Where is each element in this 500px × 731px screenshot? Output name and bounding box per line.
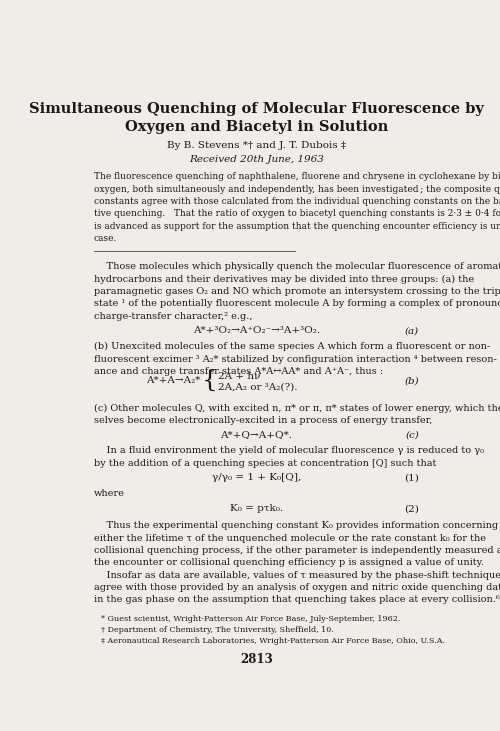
- Text: γ/γ₀ = 1 + K₀[Q],: γ/γ₀ = 1 + K₀[Q],: [212, 473, 301, 482]
- Text: (a): (a): [405, 326, 419, 336]
- Text: 2813: 2813: [240, 653, 272, 666]
- Text: in the gas phase on the assumption that quenching takes place at every collision: in the gas phase on the assumption that …: [94, 596, 500, 605]
- Text: fluorescent excimer ³ A₂* stabilized by configuration interaction ⁴ between reso: fluorescent excimer ³ A₂* stabilized by …: [94, 355, 496, 363]
- Text: (2): (2): [404, 504, 419, 513]
- Text: A*+A→A₂*: A*+A→A₂*: [146, 376, 200, 385]
- Text: The fluorescence quenching of naphthalene, fluorene and chrysene in cyclohexane : The fluorescence quenching of naphthalen…: [94, 173, 500, 181]
- Text: collisional quenching process, if the other parameter is independently measured : collisional quenching process, if the ot…: [94, 546, 500, 555]
- Text: hydrocarbons and their derivatives may be divided into three groups: (a) the: hydrocarbons and their derivatives may b…: [94, 275, 474, 284]
- Text: ance and charge transfer states A*A↔AA* and A⁺A⁻, thus :: ance and charge transfer states A*A↔AA* …: [94, 367, 383, 376]
- Text: A*+³O₂→A⁺O₂⁻→³A+³O₂.: A*+³O₂→A⁺O₂⁻→³A+³O₂.: [192, 326, 320, 336]
- Text: the encounter or collisional quenching efficiency p is assigned a value of unity: the encounter or collisional quenching e…: [94, 558, 484, 567]
- Text: K₀ = pτk₀.: K₀ = pτk₀.: [230, 504, 283, 513]
- Text: A*+Q→A+Q*.: A*+Q→A+Q*.: [220, 431, 292, 439]
- Text: (1): (1): [404, 473, 419, 482]
- Text: 2A + hν: 2A + hν: [218, 372, 260, 381]
- Text: (c) Other molecules Q, with excited n, π* or π, π* states of lower energy, which: (c) Other molecules Q, with excited n, π…: [94, 404, 500, 412]
- Text: charge-transfer character,² e.g.,: charge-transfer character,² e.g.,: [94, 311, 252, 321]
- Text: Those molecules which physically quench the molecular fluorescence of aromatic: Those molecules which physically quench …: [94, 262, 500, 271]
- Text: 2A,A₂ or ³A₂(?).: 2A,A₂ or ³A₂(?).: [218, 382, 297, 391]
- Text: oxygen, both simultaneously and independently, has been investigated ; the compo: oxygen, both simultaneously and independ…: [94, 184, 500, 194]
- Text: agree with those provided by an analysis of oxygen and nitric oxide quenching da: agree with those provided by an analysis…: [94, 583, 500, 592]
- Text: By B. Stevens *† and J. T. Dubois ‡: By B. Stevens *† and J. T. Dubois ‡: [166, 140, 346, 150]
- Text: Simultaneous Quenching of Molecular Fluorescence by: Simultaneous Quenching of Molecular Fluo…: [29, 102, 483, 115]
- Text: paramagnetic gases O₂ and NO which promote an intersystem crossing to the triple: paramagnetic gases O₂ and NO which promo…: [94, 287, 500, 296]
- Text: selves become electronically-excited in a process of energy transfer,: selves become electronically-excited in …: [94, 416, 432, 425]
- Text: (c): (c): [405, 431, 419, 439]
- Text: † Department of Chemistry, The University, Sheffield, 10.: † Department of Chemistry, The Universit…: [101, 626, 334, 634]
- Text: tive quenching.   That the ratio of oxygen to biacetyl quenching constants is 2·: tive quenching. That the ratio of oxygen…: [94, 209, 500, 219]
- Text: by the addition of a quenching species at concentration [Q] such that: by the addition of a quenching species a…: [94, 458, 436, 468]
- Text: * Guest scientist, Wright-Patterson Air Force Base, July-September, 1962.: * Guest scientist, Wright-Patterson Air …: [101, 615, 400, 623]
- Text: case.: case.: [94, 234, 117, 243]
- Text: is advanced as support for the assumption that the quenching encounter efficienc: is advanced as support for the assumptio…: [94, 221, 500, 231]
- Text: ‡ Aeronautical Research Laboratories, Wright-Patterson Air Force Base, Ohio, U.S: ‡ Aeronautical Research Laboratories, Wr…: [101, 637, 446, 645]
- Text: Thus the experimental quenching constant K₀ provides information concerning: Thus the experimental quenching constant…: [94, 521, 498, 530]
- Text: Insofar as data are available, values of τ measured by the phase-shift technique: Insofar as data are available, values of…: [94, 571, 500, 580]
- Text: {: {: [202, 368, 218, 392]
- Text: (b): (b): [404, 376, 419, 385]
- Text: (b) Unexcited molecules of the same species A which form a fluorescent or non-: (b) Unexcited molecules of the same spec…: [94, 342, 490, 352]
- Text: either the lifetime τ of the unquenched molecule or the rate constant k₀ for the: either the lifetime τ of the unquenched …: [94, 534, 486, 542]
- Text: In a fluid environment the yield of molecular fluorescence γ is reduced to γ₀: In a fluid environment the yield of mole…: [94, 446, 484, 455]
- Text: where: where: [94, 489, 124, 498]
- Text: state ¹ of the potentially fluorescent molecule A by forming a complex of pronou: state ¹ of the potentially fluorescent m…: [94, 300, 500, 308]
- Text: Oxygen and Biacetyl in Solution: Oxygen and Biacetyl in Solution: [124, 121, 388, 135]
- Text: constants agree with those calculated from the individual quenching constants on: constants agree with those calculated fr…: [94, 197, 500, 206]
- Text: Received 20th June, 1963: Received 20th June, 1963: [189, 155, 324, 164]
